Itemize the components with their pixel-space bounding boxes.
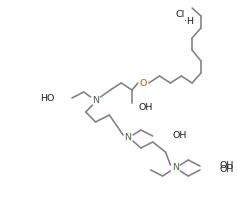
Text: OH: OH (220, 161, 234, 170)
Text: N: N (125, 134, 132, 142)
Text: O: O (139, 78, 146, 88)
Text: OH: OH (139, 103, 153, 111)
Text: N: N (172, 164, 179, 173)
Text: ·H: ·H (184, 16, 194, 26)
Text: N: N (92, 96, 99, 104)
Text: OH: OH (172, 131, 187, 141)
Text: HO: HO (40, 93, 54, 103)
Text: Cl: Cl (176, 9, 185, 19)
Text: OH: OH (220, 165, 234, 174)
